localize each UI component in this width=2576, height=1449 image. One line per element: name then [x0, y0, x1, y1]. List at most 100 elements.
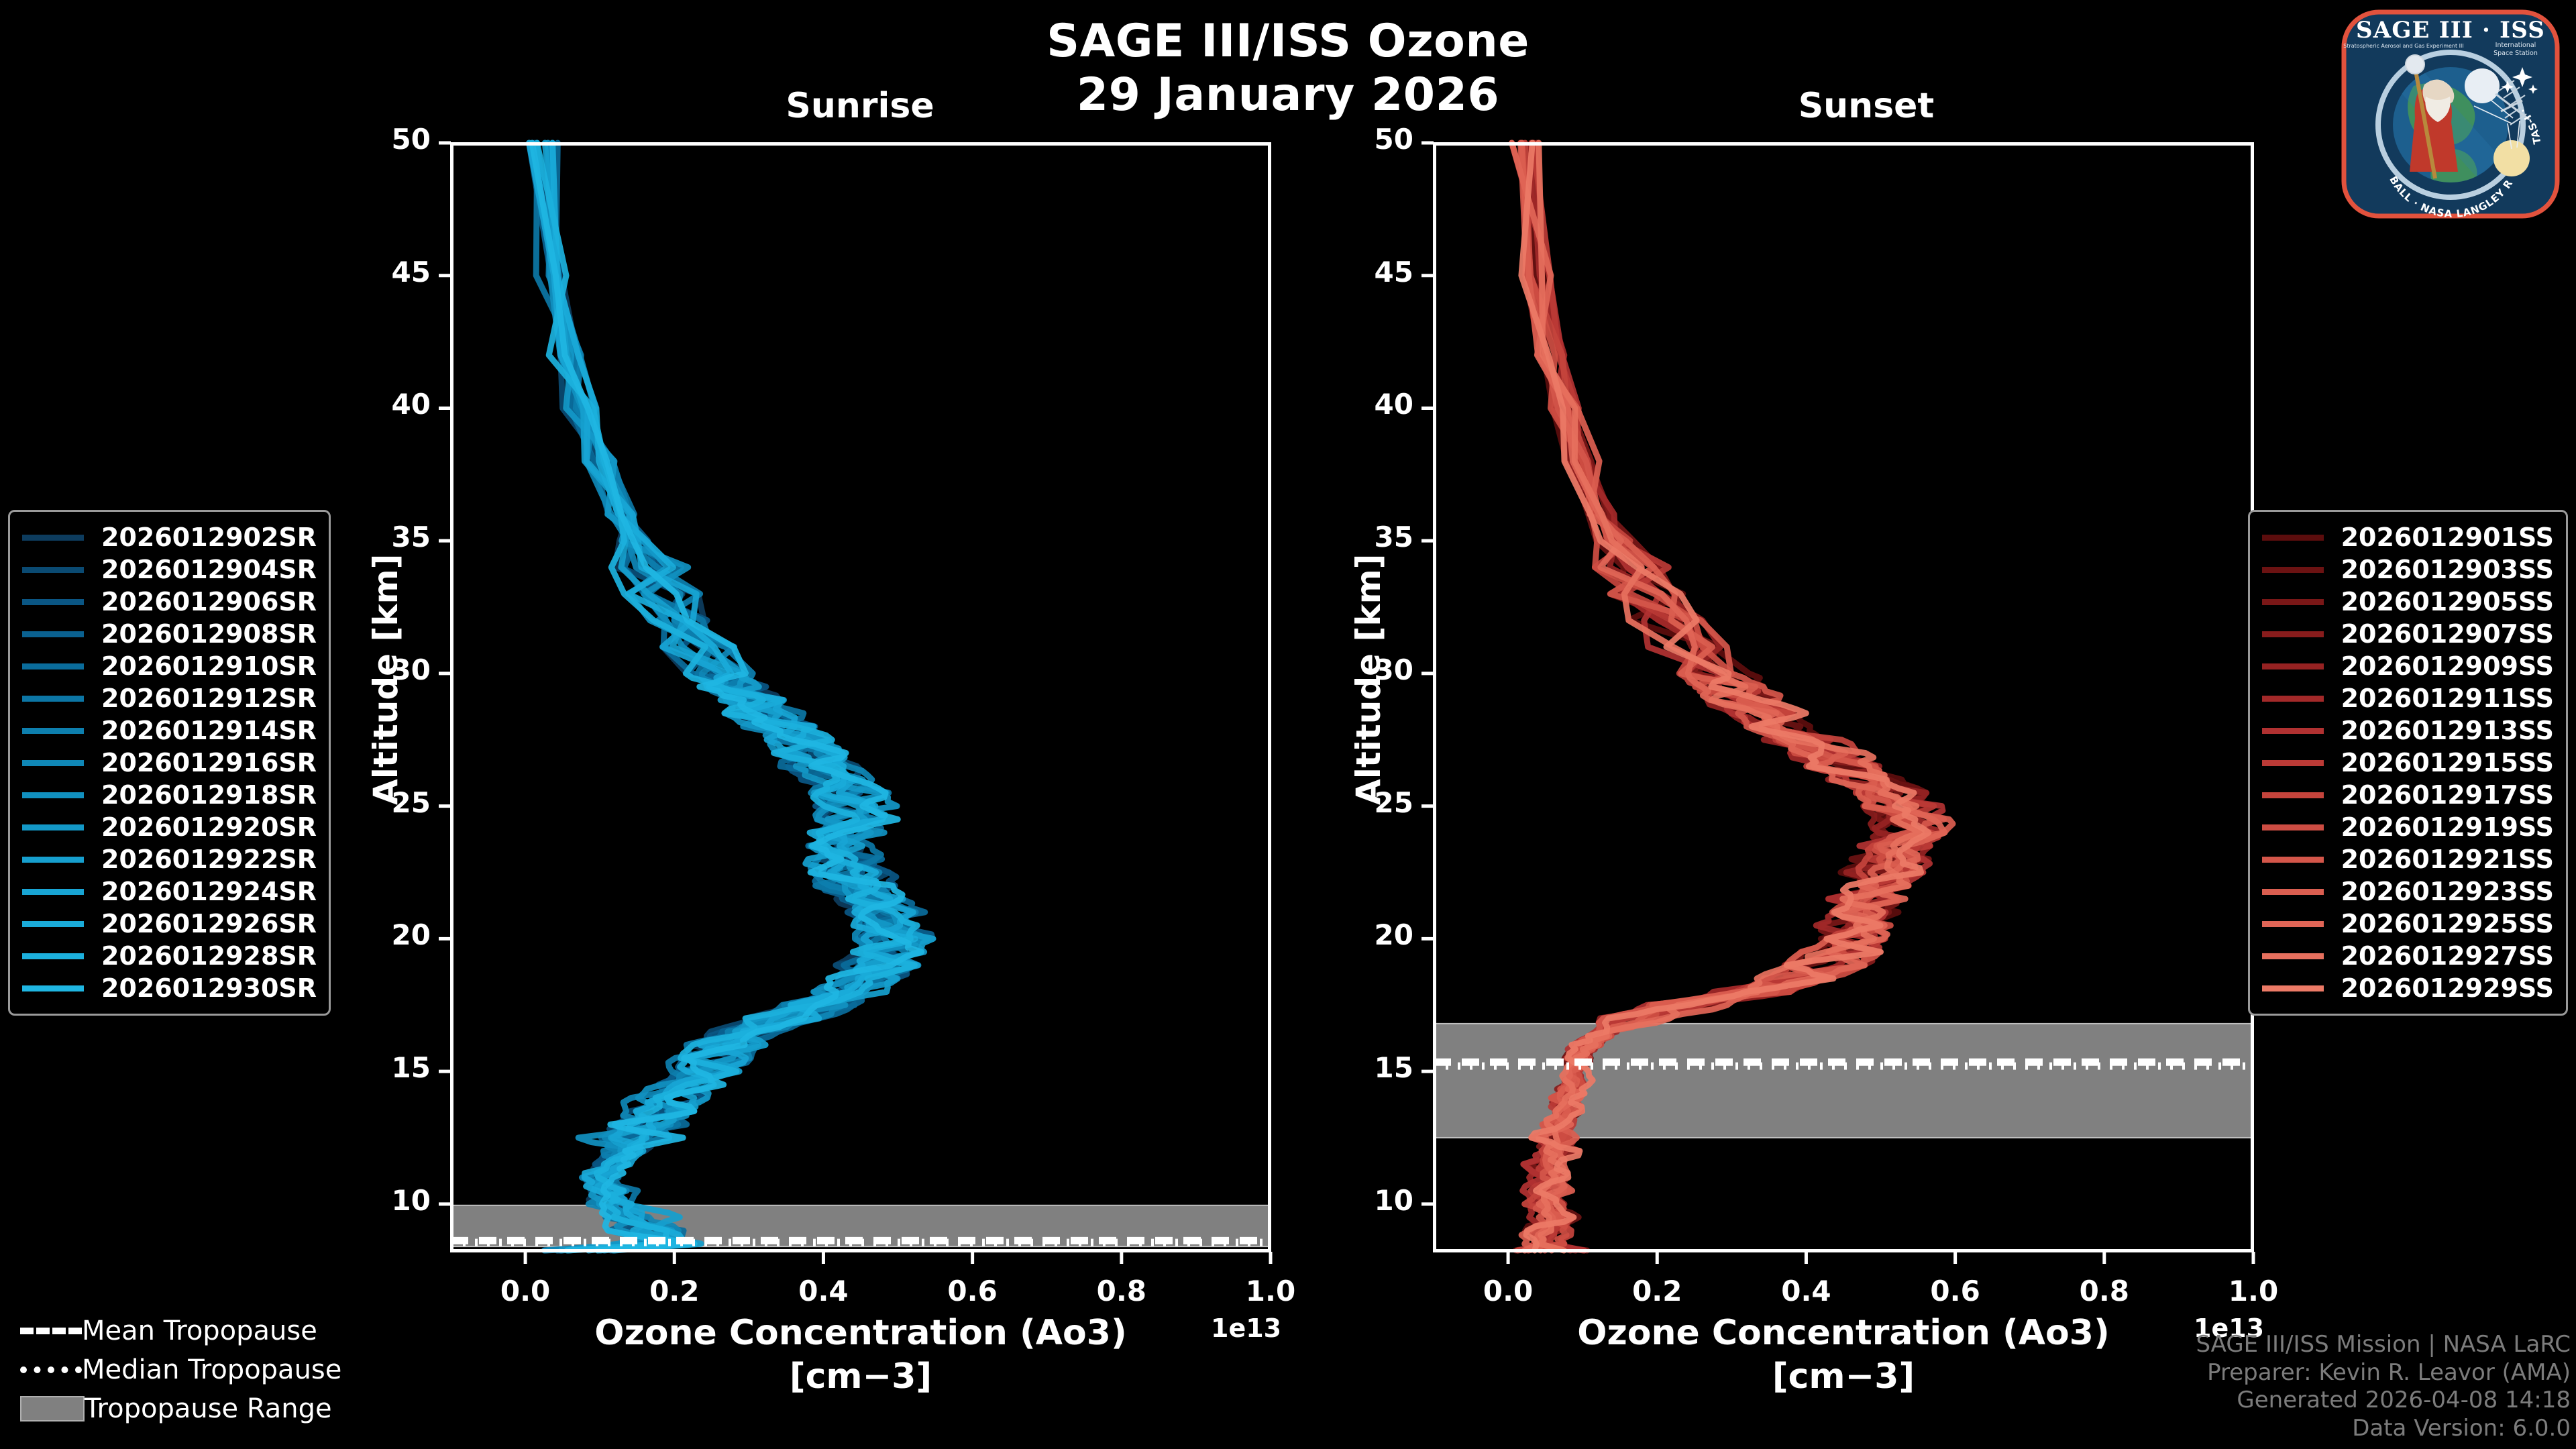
legend-label: 2026012902SR: [101, 523, 317, 552]
legend-color-swatch: [22, 759, 84, 766]
legend-color-swatch: [2261, 566, 2324, 573]
legend-item[interactable]: 2026012930SR: [22, 972, 317, 1004]
gray-band-icon: [20, 1396, 85, 1421]
legend-color-swatch: [22, 727, 84, 734]
legend-item[interactable]: 2026012914SR: [22, 714, 317, 747]
legend-item[interactable]: 2026012920SR: [22, 811, 317, 843]
legend-item[interactable]: 2026012909SS: [2261, 650, 2554, 682]
legend-label: 2026012903SS: [2341, 555, 2554, 584]
legend-color-swatch: [22, 856, 84, 863]
legend-label: 2026012914SR: [101, 716, 317, 745]
moon-icon: [2465, 68, 2500, 103]
legend-color-swatch: [2261, 920, 2324, 927]
legend-color-swatch: [2261, 727, 2324, 734]
sunrise-legend[interactable]: 2026012902SR 2026012904SR 2026012906SR 2026…: [8, 510, 331, 1016]
sunset-plot: [1421, 140, 2255, 1264]
legend-label: 2026012928SR: [101, 941, 317, 971]
legend-color-swatch: [2261, 888, 2324, 895]
sunrise-x-axis-label-line1: Ozone Concentration (Ao3): [594, 1313, 1127, 1353]
dashed-line-icon: [20, 1328, 82, 1334]
legend-label: 2026012901SS: [2341, 523, 2554, 552]
legend-item[interactable]: 2026012905SS: [2261, 586, 2554, 618]
legend-item[interactable]: 2026012901SS: [2261, 521, 2554, 553]
legend-item[interactable]: 2026012912SR: [22, 682, 317, 714]
legend-item[interactable]: 2026012904SR: [22, 553, 317, 586]
legend-label: 2026012918SR: [101, 780, 317, 810]
sunset-y-axis-label: Altitude [km]: [1349, 553, 1388, 805]
legend-color-swatch: [22, 534, 84, 541]
page-title: SAGE III/ISS Ozone 29 January 2026: [0, 15, 2576, 122]
sunset-x-axis-offset: 1e13: [2194, 1313, 2265, 1343]
legend-label-median-tropopause: Median Tropopause: [82, 1354, 342, 1385]
legend-label-tropopause-range: Tropopause Range: [85, 1393, 332, 1424]
legend-item[interactable]: 2026012910SR: [22, 650, 317, 682]
sightline-icon: [2473, 93, 2520, 150]
legend-item[interactable]: 2026012922SR: [22, 843, 317, 875]
sunrise-x-axis-label: Ozone Concentration (Ao3) [cm−3]: [425, 1311, 1297, 1399]
legend-item-tropopause-range[interactable]: Tropopause Range: [20, 1389, 341, 1428]
title-line-1: SAGE III/ISS Ozone: [1046, 15, 1529, 68]
legend-label: 2026012926SR: [101, 909, 317, 938]
legend-label: 2026012921SS: [2341, 845, 2554, 874]
legend-item[interactable]: 2026012928SR: [22, 940, 317, 972]
sun-icon: [2493, 140, 2530, 176]
sunrise-x-axis-offset: 1e13: [1211, 1313, 1282, 1343]
legend-color-swatch: [2261, 663, 2324, 669]
legend-label: 2026012913SS: [2341, 716, 2554, 745]
legend-label: 2026012915SS: [2341, 748, 2554, 777]
legend-label: 2026012929SS: [2341, 973, 2554, 1003]
legend-item[interactable]: 2026012915SS: [2261, 747, 2554, 779]
legend-item-mean-tropopause[interactable]: Mean Tropopause: [20, 1311, 341, 1350]
legend-label: 2026012905SS: [2341, 587, 2554, 616]
legend-item[interactable]: 2026012925SS: [2261, 908, 2554, 940]
legend-label: 2026012922SR: [101, 845, 317, 874]
legend-color-swatch: [2261, 824, 2324, 830]
plot-frame: [450, 142, 1271, 1252]
tropopause-legend: Mean Tropopause Median Tropopause Tropop…: [20, 1311, 341, 1428]
legend-label: 2026012911SS: [2341, 684, 2554, 713]
legend-item-median-tropopause[interactable]: Median Tropopause: [20, 1350, 341, 1389]
legend-item[interactable]: 2026012918SR: [22, 779, 317, 811]
legend-item[interactable]: 2026012903SS: [2261, 553, 2554, 586]
legend-color-swatch: [22, 953, 84, 959]
legend-color-swatch: [2261, 695, 2324, 702]
legend-color-swatch: [22, 663, 84, 669]
sunset-legend[interactable]: 2026012901SS 2026012903SS 2026012905SS 2026…: [2247, 510, 2568, 1016]
dotted-line-icon: [20, 1366, 82, 1373]
robed-figure-icon: [2405, 54, 2458, 179]
legend-label-mean-tropopause: Mean Tropopause: [82, 1316, 317, 1346]
legend-label: 2026012906SR: [101, 587, 317, 616]
legend-color-swatch: [2261, 856, 2324, 863]
legend-item[interactable]: 2026012906SR: [22, 586, 317, 618]
logo-subtitle-right-2: Space Station: [2493, 50, 2538, 57]
legend-item[interactable]: 2026012929SS: [2261, 972, 2554, 1004]
legend-item[interactable]: 2026012923SS: [2261, 875, 2554, 908]
legend-item[interactable]: 2026012902SR: [22, 521, 317, 553]
legend-item[interactable]: 2026012921SS: [2261, 843, 2554, 875]
credit-preparer: Preparer: Kevin R. Leavor (AMA): [2207, 1358, 2571, 1386]
legend-color-swatch: [22, 695, 84, 702]
legend-label: 2026012912SR: [101, 684, 317, 713]
legend-item[interactable]: 2026012917SS: [2261, 779, 2554, 811]
legend-item[interactable]: 2026012908SR: [22, 618, 317, 650]
legend-color-swatch: [2261, 631, 2324, 637]
iss-icon: [2495, 80, 2530, 125]
legend-label: 2026012917SS: [2341, 780, 2554, 810]
legend-label: 2026012927SS: [2341, 941, 2554, 971]
legend-item[interactable]: 2026012927SS: [2261, 940, 2554, 972]
legend-label: 2026012923SS: [2341, 877, 2554, 906]
legend-item[interactable]: 2026012926SR: [22, 908, 317, 940]
legend-color-swatch: [22, 566, 84, 573]
legend-item[interactable]: 2026012924SR: [22, 875, 317, 908]
legend-item[interactable]: 2026012916SR: [22, 747, 317, 779]
legend-item[interactable]: 2026012907SS: [2261, 618, 2554, 650]
logo-subtitle-right-1: International: [2496, 42, 2536, 49]
legend-item[interactable]: 2026012911SS: [2261, 682, 2554, 714]
legend-color-swatch: [22, 792, 84, 798]
ozone-profile-line: [529, 140, 925, 1254]
legend-color-swatch: [2261, 792, 2324, 798]
legend-color-swatch: [2261, 598, 2324, 605]
legend-item[interactable]: 2026012919SS: [2261, 811, 2554, 843]
legend-label: 2026012916SR: [101, 748, 317, 777]
legend-item[interactable]: 2026012913SS: [2261, 714, 2554, 747]
